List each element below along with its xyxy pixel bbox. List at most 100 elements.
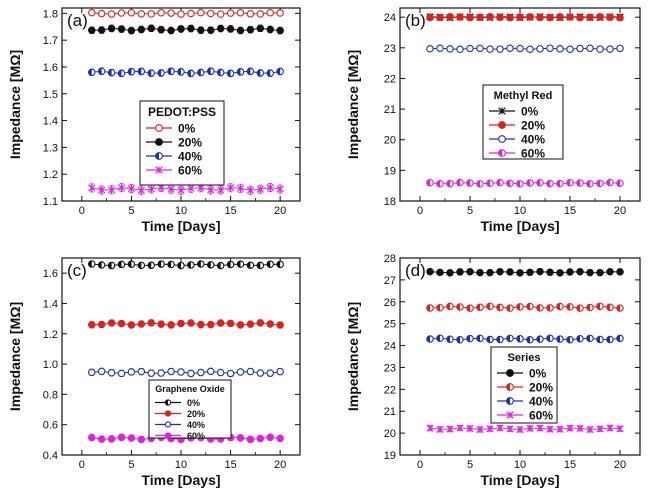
x-tick-label: 20 [274,205,286,217]
data-point-fill [227,261,231,268]
data-point-fill [436,335,440,342]
chart-panel-3: (c) 0 5 10 15 20 0.4 0.6 0.8 1.0 1.2 1.4 1.6 Time [Da… [7,257,301,488]
data-point-fill [237,68,241,76]
x-tick-label: 15 [224,459,236,471]
y-tick-label: 1.7 [43,35,58,47]
y-tick-label: 25 [384,319,396,331]
panel-label: (c) [67,261,87,280]
data-point [216,24,225,33]
data-point-fill [108,69,112,76]
series-1 [426,267,624,277]
y-tick-label: 20 [384,428,396,440]
legend-marker [498,135,506,143]
data-point [216,319,225,327]
data-point [97,435,106,443]
data-point [216,368,225,377]
data-point-fill [207,261,211,269]
x-tick-label: 5 [467,205,473,217]
data-point [476,13,484,21]
data-point [446,45,454,53]
data-point [566,268,574,276]
data-point [167,321,175,329]
data-point-fill [506,304,510,312]
legend-title: PEDOT:PSS [148,105,216,119]
data-point [486,45,494,53]
data-point [226,319,235,328]
data-point [526,13,534,21]
data-point [97,367,106,376]
data-point [226,369,235,378]
data-point [236,368,245,376]
data-point [197,8,205,17]
x-tick-label: 15 [224,205,236,217]
data-point [576,13,584,22]
y-tick-label: 1.5 [43,89,58,101]
x-tick-label: 20 [274,459,286,471]
x-tick-label: 20 [614,205,626,217]
legend-marker [164,410,172,417]
data-point [157,320,165,328]
data-point [546,44,554,52]
legend-label: 60% [529,409,553,423]
data-point-fill [516,180,520,188]
data-point [426,13,434,22]
data-point-fill [217,69,221,76]
data-point [177,319,185,328]
legend-label: 40% [529,395,553,409]
legend-marker-fill [155,152,159,160]
data-point-fill [436,304,440,311]
data-point [266,320,274,328]
data-point-fill [187,70,191,77]
data-point-fill [456,303,460,311]
legend-title: Series [507,352,540,364]
data-point [246,435,255,444]
data-point [616,13,624,22]
y-tick-label: 1.4 [43,116,58,128]
y-tick-label: 1.0 [43,359,58,371]
data-point [137,25,146,34]
data-point [147,369,156,377]
data-point [436,13,444,22]
legend-label: 0% [529,367,547,381]
y-tick-label: 1.6 [43,268,58,280]
data-point [127,9,136,17]
data-point [147,319,156,327]
legend-label: 40% [187,420,205,430]
y-tick-label: 0.6 [43,420,58,432]
data-point-fill [276,68,281,75]
x-tick-label: 10 [514,205,526,217]
data-point [256,319,265,327]
legend-label: 20% [187,409,205,419]
series-3 [426,334,624,344]
legend-marker-fill [506,397,510,405]
data-point-fill [606,304,610,311]
data-point [88,320,96,329]
data-point [516,269,524,277]
y-tick-label: 23 [384,43,396,55]
data-point [606,13,614,21]
data-point [107,319,116,327]
data-point [177,25,185,33]
data-point-fill [426,179,430,186]
legend-marker [155,138,163,146]
data-point [127,26,136,35]
legend: Methyl Red 0%20%40%60% [482,84,564,161]
data-point [576,44,584,53]
legend: PEDOT:PSS 0%20%40%60% [139,100,225,186]
data-point [436,44,444,52]
data-point [197,26,205,34]
data-point [276,26,284,35]
legend-label: 0% [521,105,539,119]
data-point [266,9,274,17]
data-point [187,9,195,18]
legend-marker-fill [506,383,510,391]
legend-marker [155,124,163,132]
data-point [426,267,434,276]
data-point-fill [157,69,162,77]
data-point [506,13,514,22]
data-point-fill [536,335,540,343]
data-point-fill [516,303,520,311]
data-point [207,9,215,18]
data-point [536,45,544,53]
